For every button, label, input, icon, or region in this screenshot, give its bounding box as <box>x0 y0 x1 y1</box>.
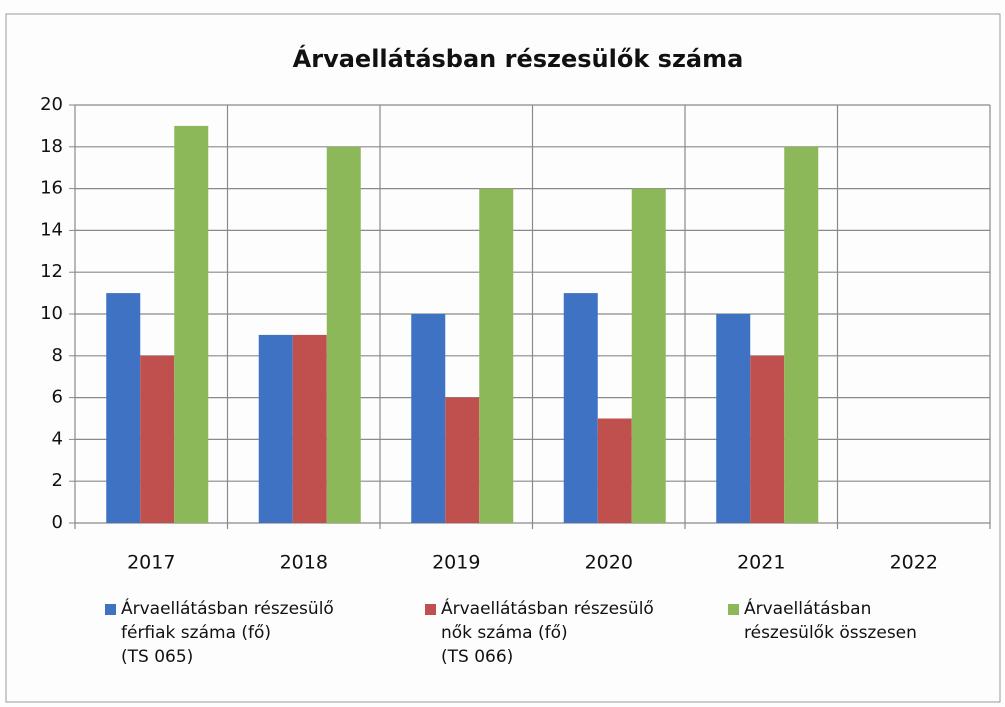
chart-title: Árvaellátásban részesülők száma <box>293 44 744 73</box>
legend-label: Árvaellátásban részesülők összesen <box>744 599 917 643</box>
legend-swatch <box>105 604 116 615</box>
y-tick-label: 2 <box>52 470 63 491</box>
bar <box>445 397 480 523</box>
bar <box>140 355 175 523</box>
legend-swatch <box>728 604 739 615</box>
y-tick-label: 18 <box>40 136 63 157</box>
x-tick-label: 2020 <box>585 552 633 574</box>
y-tick-label: 20 <box>40 94 63 115</box>
y-tick-label: 10 <box>40 303 63 324</box>
x-tick-label: 2022 <box>890 552 938 574</box>
chart-border <box>5 13 1001 703</box>
bar <box>106 293 141 523</box>
y-tick-label: 16 <box>40 178 63 199</box>
bar <box>563 293 598 523</box>
bar <box>716 314 751 523</box>
bar <box>479 188 514 523</box>
legend-swatch <box>425 604 436 615</box>
x-tick-label: 2017 <box>127 552 175 574</box>
bar <box>631 188 666 523</box>
bar <box>411 314 446 523</box>
bar <box>784 146 819 524</box>
bar <box>326 146 361 524</box>
y-tick-label: 8 <box>52 345 63 366</box>
bar <box>597 418 632 523</box>
x-tick-label: 2018 <box>280 552 328 574</box>
legend-label: Árvaellátásban részesülő nők száma (fő) … <box>441 599 654 667</box>
bar <box>174 125 209 524</box>
bar <box>750 355 785 523</box>
y-tick-label: 0 <box>52 512 63 533</box>
bar <box>292 334 327 523</box>
y-tick-label: 14 <box>40 219 63 240</box>
bar <box>258 334 293 523</box>
x-tick-label: 2019 <box>432 552 480 574</box>
y-tick-label: 4 <box>52 428 63 449</box>
x-tick-label: 2021 <box>737 552 785 574</box>
y-tick-label: 12 <box>40 261 63 282</box>
legend-label: Árvaellátásban részesülő férfiak száma (… <box>121 599 334 667</box>
y-tick-label: 6 <box>52 387 63 408</box>
